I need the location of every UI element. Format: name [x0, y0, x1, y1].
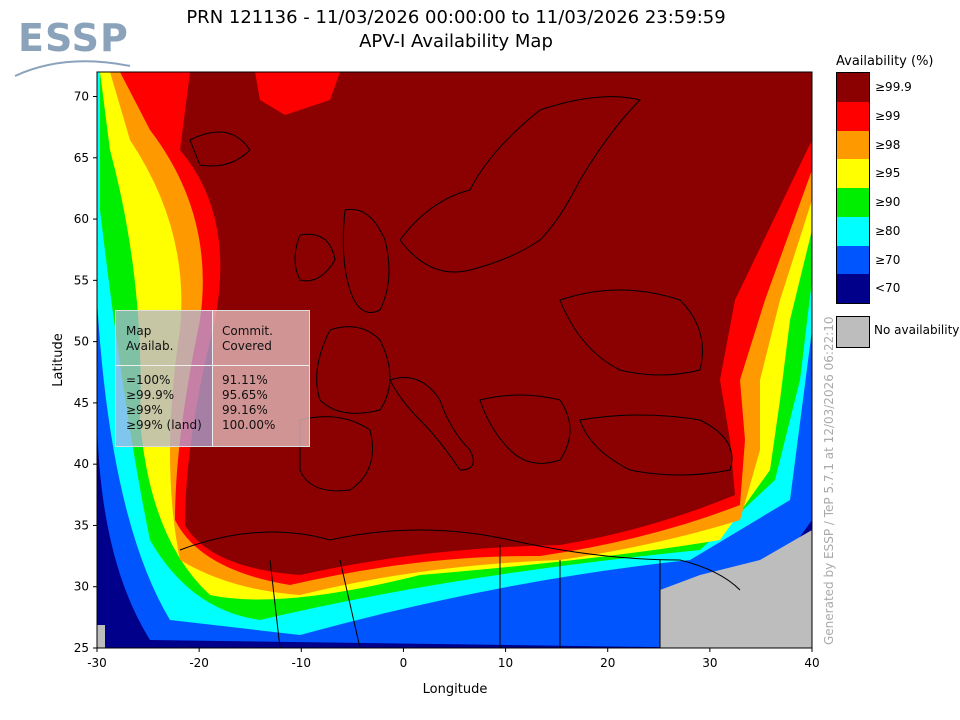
y-tick-label: 40 — [74, 457, 89, 471]
y-tick-label: 35 — [74, 518, 89, 532]
y-tick-label: 25 — [74, 641, 89, 655]
y-tick-label: 55 — [74, 273, 89, 287]
legend-swatch — [837, 130, 869, 160]
x-tick-label: -20 — [189, 656, 209, 670]
plot-frame — [96, 71, 813, 649]
y-tick-label: 70 — [74, 90, 89, 104]
y-tick-label: 60 — [74, 212, 89, 226]
legend-label: ≥80 — [875, 223, 901, 238]
stats-col1-header: Map Availab. — [126, 324, 174, 353]
y-tick-label: 45 — [74, 396, 89, 410]
stats-col2-header: Commit. Covered — [222, 324, 273, 353]
chart-title: PRN 121136 - 11/03/2026 00:00:00 to 11/0… — [186, 7, 726, 28]
x-axis-label: Longitude — [423, 682, 488, 697]
no-availability-label: No availability — [874, 323, 960, 337]
x-tick-label: 10 — [498, 656, 513, 670]
legend-label: <70 — [875, 281, 901, 296]
legend-label: ≥95 — [875, 166, 901, 181]
legend-label: ≥99 — [875, 108, 901, 123]
essp-logo: ESSP — [10, 8, 140, 88]
x-axis: -30 -20 -10 0 10 20 30 40 — [87, 648, 820, 670]
legend-swatch — [837, 188, 869, 217]
legend-swatch — [837, 274, 869, 303]
no-availability-swatch — [836, 316, 870, 348]
legend-swatch — [837, 101, 869, 131]
y-tick-label: 65 — [74, 151, 89, 165]
y-tick-label: 30 — [74, 580, 89, 594]
availability-field — [97, 72, 812, 648]
legend-swatch — [837, 216, 869, 246]
legend-swatch — [837, 159, 869, 188]
legend-title: Availability (%) — [836, 54, 934, 69]
chart-subtitle: APV-I Availability Map — [359, 31, 553, 52]
legend-label: ≥70 — [875, 252, 901, 267]
logo-swoosh — [14, 60, 131, 77]
stats-col2-rows: 91.11% 95.65% 99.16% 100.00% — [222, 373, 276, 432]
y-axis: 25 30 35 40 45 50 55 60 65 70 — [74, 90, 97, 655]
legend-label: ≥98 — [875, 137, 901, 152]
legend-swatch — [837, 245, 869, 275]
logo-text: ESSP — [18, 16, 129, 60]
x-tick-label: 30 — [702, 656, 717, 670]
legend-label: ≥99.9 — [875, 80, 912, 94]
legend-colorbar — [836, 72, 870, 304]
x-tick-label: -10 — [291, 656, 311, 670]
stats-col1-rows: =100% ≥99.9% ≥99% ≥99% (land) — [126, 373, 202, 432]
stats-col1-bg — [116, 311, 212, 446]
y-axis-label: Latitude — [51, 333, 66, 387]
x-tick-label: -30 — [87, 656, 107, 670]
x-tick-label: 0 — [400, 656, 408, 670]
generation-credit: Generated by ESSP / TeP 5.7.1 at 12/03/2… — [822, 316, 836, 645]
y-tick-label: 50 — [74, 335, 89, 349]
legend-label: ≥90 — [875, 195, 901, 209]
coastlines — [179, 96, 741, 648]
x-tick-label: 40 — [804, 656, 819, 670]
x-tick-label: 20 — [600, 656, 615, 670]
legend-swatch — [837, 73, 869, 102]
stats-table: Map Availab. Commit. Covered =100% ≥99.9… — [115, 310, 310, 447]
stats-col2-bg — [212, 311, 309, 446]
stats-column-divider — [212, 311, 213, 446]
